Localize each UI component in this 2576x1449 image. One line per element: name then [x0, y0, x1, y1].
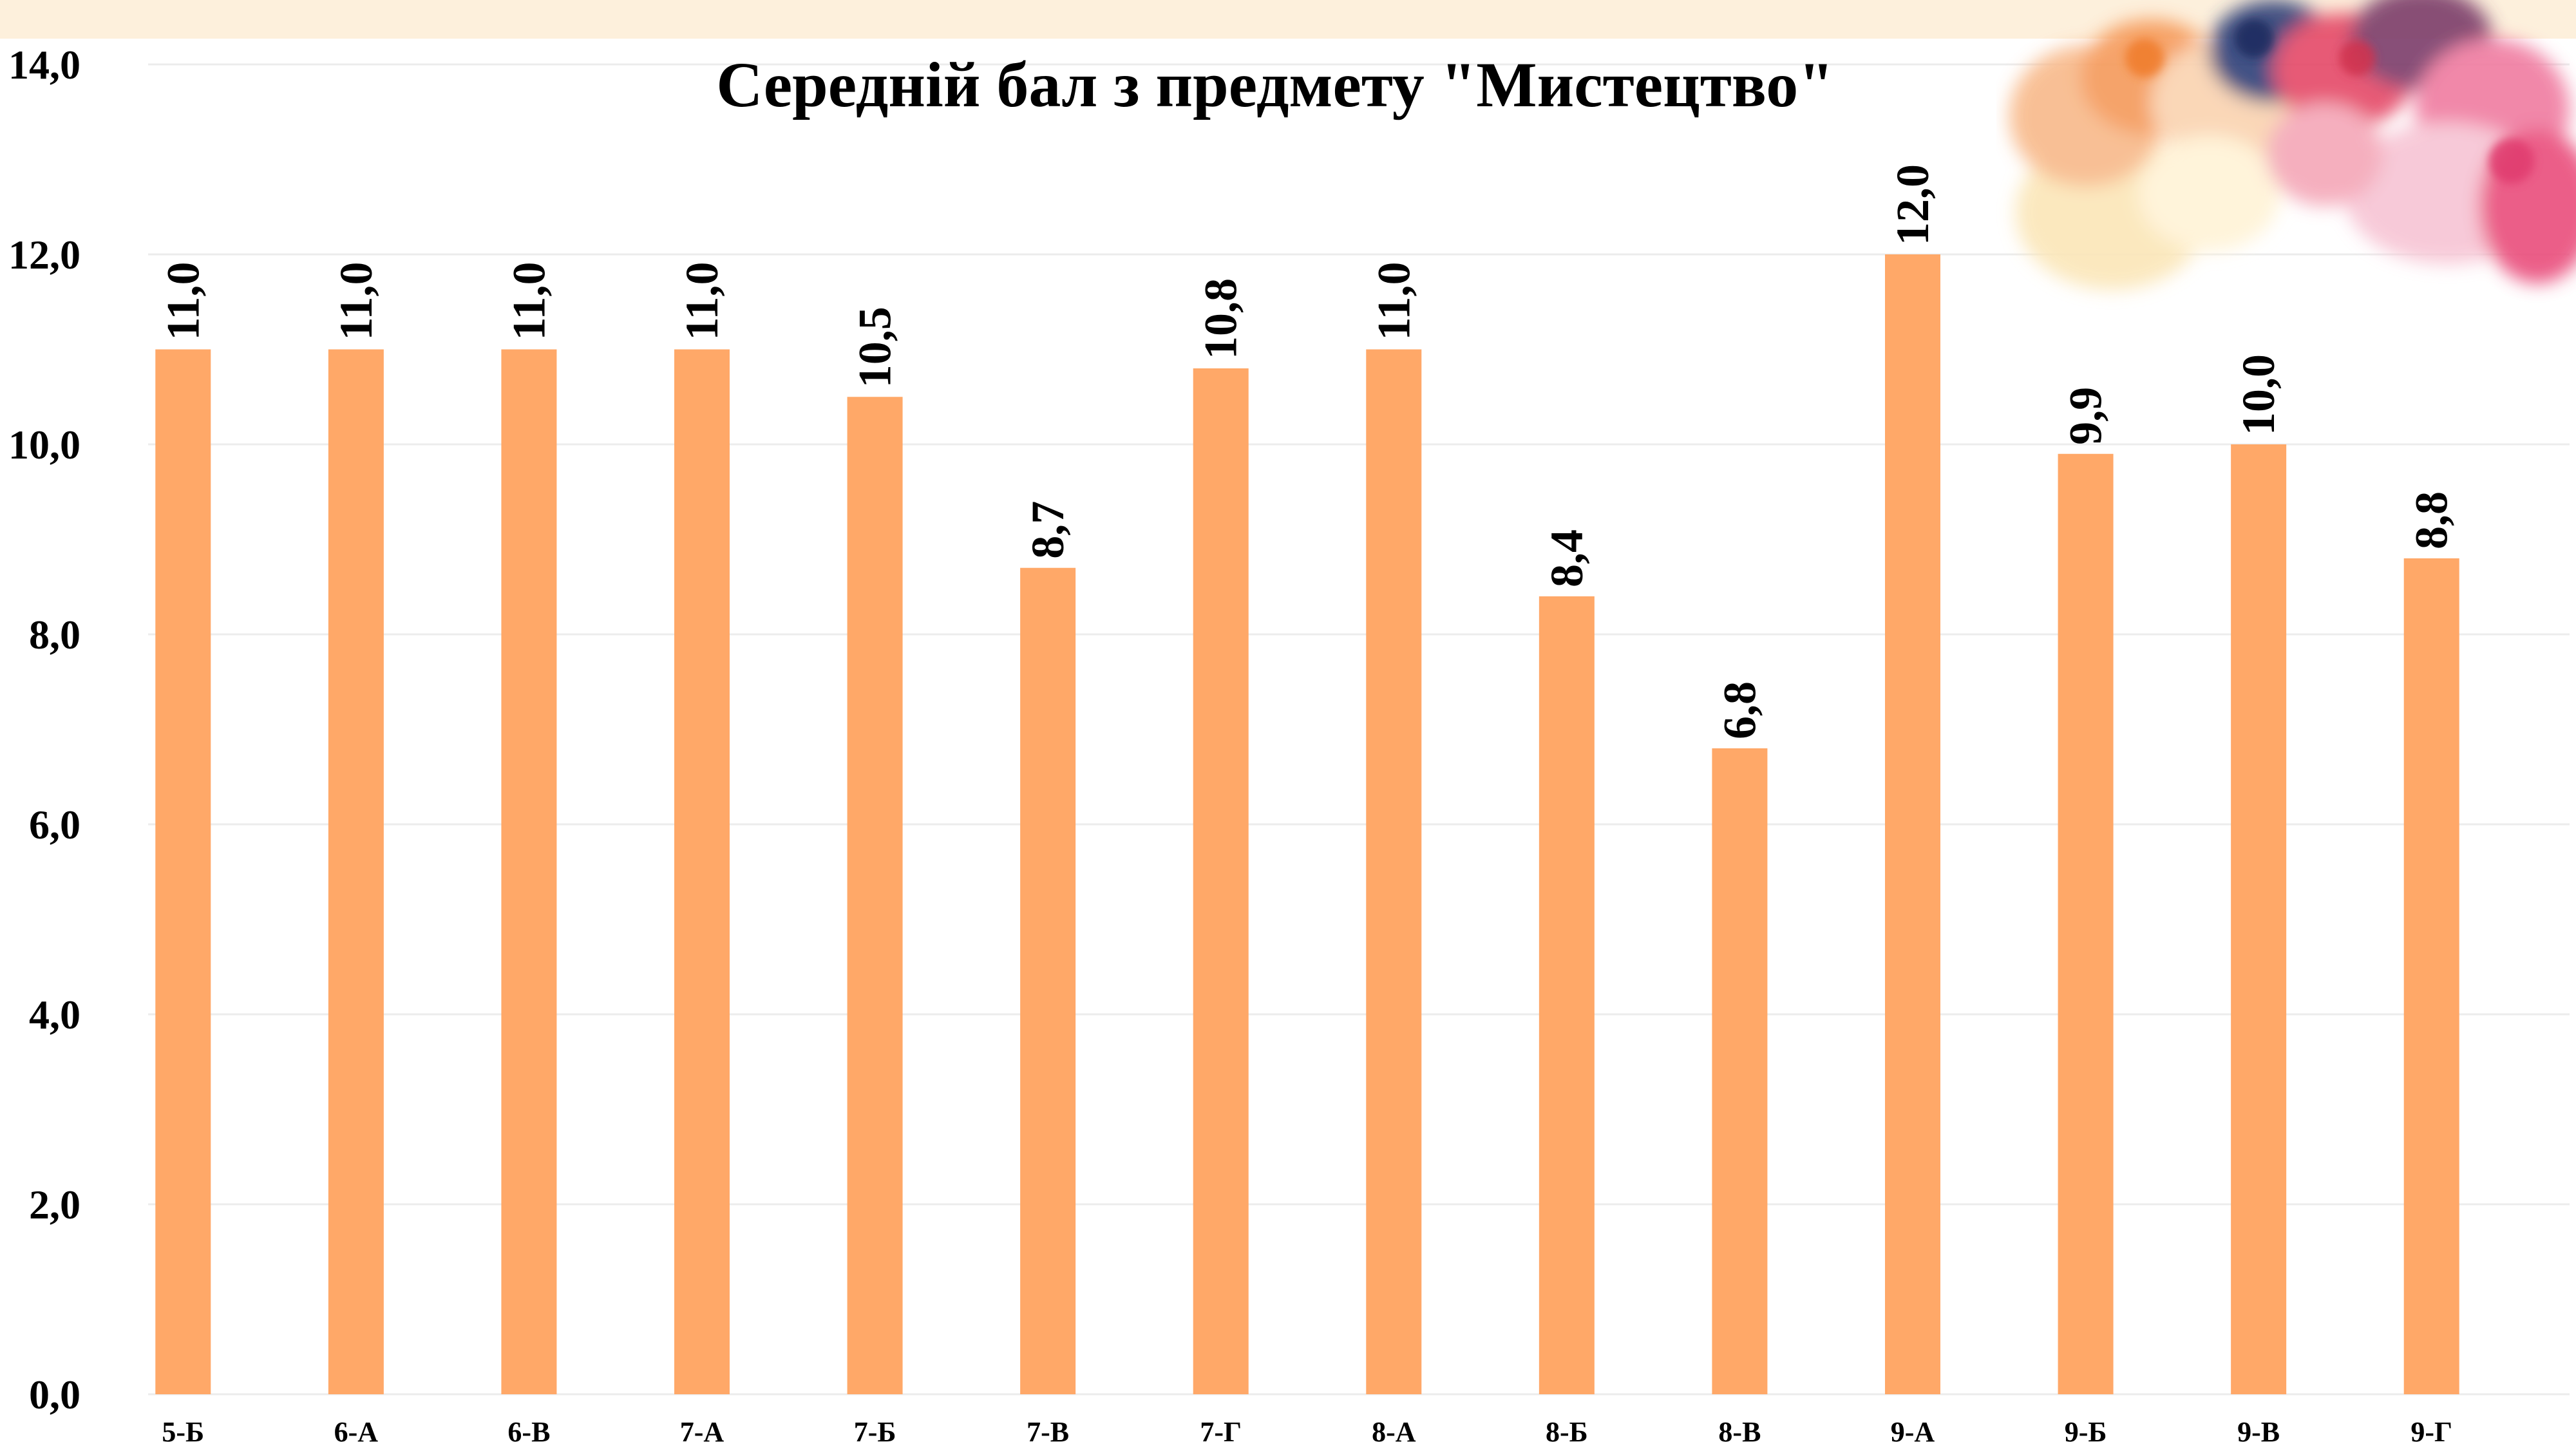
bar-9-Г: [2403, 558, 2459, 1394]
watercolor-splash: [2009, 0, 2576, 290]
bar-7-Б: [847, 397, 903, 1394]
data-label: 8,7: [1022, 501, 1074, 559]
data-label: 11,0: [157, 261, 209, 340]
data-label: 10,8: [1195, 278, 1247, 359]
bar-9-В: [2231, 444, 2287, 1394]
x-category-label: 9-В: [2237, 1416, 2280, 1448]
data-label: 10,5: [849, 307, 901, 388]
y-tick-label: 4,0: [29, 992, 80, 1037]
data-label: 8,4: [1541, 529, 1593, 587]
y-tick-label: 8,0: [29, 612, 80, 658]
x-category-label: 7-В: [1027, 1416, 1069, 1448]
x-category-label: 5-Б: [162, 1416, 204, 1448]
bar-6-В: [501, 349, 557, 1394]
data-label: 9,9: [2060, 387, 2112, 445]
bar-9-Б: [2058, 453, 2114, 1394]
x-category-label: 8-А: [1372, 1416, 1416, 1448]
x-category-label: 8-В: [1718, 1416, 1761, 1448]
bar-7-Г: [1193, 368, 1249, 1394]
bars: [155, 254, 2459, 1394]
y-tick-label: 0,0: [29, 1372, 80, 1417]
data-label: 11,0: [676, 261, 728, 340]
y-axis-ticks: 0,0 2,0 4,0 6,0 8,0 10,0 12,0 14,0: [8, 42, 80, 1417]
data-labels: 11,0 11,0 11,0 11,0 10,5 8,7 10,8 11,0 8,4 6,8 12,…: [157, 164, 2457, 739]
data-label: 11,0: [330, 261, 382, 340]
data-label: 11,0: [1368, 261, 1419, 340]
x-axis-categories: 5-Б 6-А 6-В 7-А 7-Б 7-В 7-Г 8-А 8-Б 8-В 9-А 9-Б 9-В 9…: [162, 1416, 2452, 1448]
y-tick-label: 10,0: [8, 422, 80, 468]
x-category-label: 6-В: [507, 1416, 550, 1448]
y-tick-label: 2,0: [29, 1182, 80, 1227]
x-category-label: 9-Б: [2065, 1416, 2107, 1448]
bar-7-А: [674, 349, 730, 1394]
bar-8-В: [1712, 748, 1768, 1394]
x-category-label: 7-Г: [1200, 1416, 1242, 1448]
data-label: 11,0: [503, 261, 554, 340]
x-category-label: 7-Б: [854, 1416, 896, 1448]
chart-title: Середній бал з предмету "Мистецтво": [716, 49, 1833, 120]
bar-8-Б: [1539, 596, 1595, 1394]
bar-6-А: [328, 349, 384, 1394]
y-tick-label: 12,0: [8, 232, 80, 278]
x-category-label: 9-А: [1891, 1416, 1935, 1448]
data-label: 8,8: [2406, 491, 2458, 549]
data-label: 10,0: [2233, 354, 2284, 435]
data-label: 12,0: [1887, 164, 1938, 245]
x-category-label: 8-Б: [1546, 1416, 1588, 1448]
bar-5-Б: [155, 349, 211, 1394]
y-tick-label: 6,0: [29, 802, 80, 848]
bar-8-А: [1366, 349, 1422, 1394]
x-category-label: 6-А: [334, 1416, 379, 1448]
x-category-label: 7-А: [680, 1416, 724, 1448]
bar-7-В: [1020, 567, 1076, 1394]
bar-9-А: [1885, 254, 1940, 1394]
x-category-label: 9-Г: [2410, 1416, 2452, 1448]
y-tick-label: 14,0: [8, 42, 80, 88]
data-label: 6,8: [1714, 681, 1765, 739]
